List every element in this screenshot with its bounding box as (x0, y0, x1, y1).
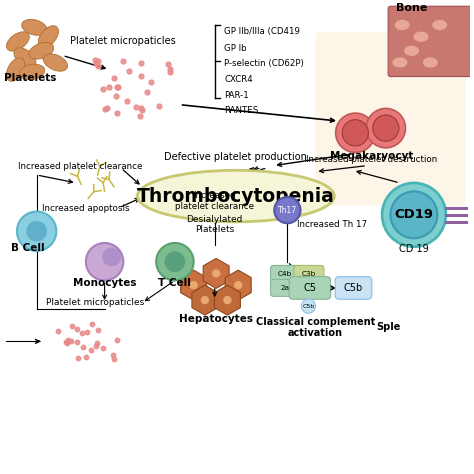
Text: Increased platelet clearance: Increased platelet clearance (18, 162, 142, 171)
Text: B Cell: B Cell (11, 243, 45, 254)
Circle shape (86, 243, 123, 281)
Polygon shape (192, 285, 218, 315)
Ellipse shape (413, 32, 428, 42)
Ellipse shape (395, 20, 410, 30)
FancyBboxPatch shape (289, 277, 330, 299)
Circle shape (336, 113, 375, 153)
FancyBboxPatch shape (294, 265, 324, 283)
Ellipse shape (19, 64, 45, 80)
Text: Th17: Th17 (278, 206, 297, 215)
Circle shape (366, 109, 406, 148)
Text: PAR-1: PAR-1 (224, 91, 249, 100)
Ellipse shape (404, 46, 419, 56)
Text: Increased
platelet clearance: Increased platelet clearance (175, 191, 254, 211)
FancyBboxPatch shape (271, 280, 300, 296)
Circle shape (212, 269, 220, 278)
Text: Increased apoptosis: Increased apoptosis (42, 204, 130, 213)
Ellipse shape (432, 20, 447, 30)
Ellipse shape (43, 54, 67, 71)
Ellipse shape (29, 43, 54, 59)
Text: CD 19: CD 19 (399, 244, 429, 255)
Text: CXCR4: CXCR4 (224, 75, 253, 84)
Ellipse shape (7, 32, 29, 51)
Text: Bone: Bone (396, 3, 427, 13)
Circle shape (156, 243, 194, 281)
Ellipse shape (137, 170, 334, 222)
FancyBboxPatch shape (388, 6, 473, 77)
Ellipse shape (38, 26, 58, 48)
Circle shape (274, 197, 301, 223)
FancyBboxPatch shape (335, 277, 372, 299)
Text: Platelets: Platelets (4, 73, 56, 83)
Circle shape (382, 183, 446, 246)
Ellipse shape (7, 58, 25, 82)
Circle shape (234, 281, 242, 289)
Text: Increased platelet destruction: Increased platelet destruction (306, 155, 438, 164)
Circle shape (301, 299, 316, 313)
Text: T Cell: T Cell (158, 278, 191, 288)
Text: C5: C5 (303, 283, 316, 293)
Text: P-selectin (CD62P): P-selectin (CD62P) (224, 59, 304, 68)
Text: 2a: 2a (281, 285, 290, 291)
Text: Platelet micropaticles: Platelet micropaticles (46, 298, 145, 307)
Circle shape (102, 247, 121, 266)
Circle shape (223, 296, 232, 304)
Circle shape (164, 251, 185, 272)
Ellipse shape (22, 19, 47, 36)
Text: GP Ib: GP Ib (224, 44, 247, 53)
Text: CD19: CD19 (394, 209, 433, 221)
Circle shape (373, 115, 399, 141)
Text: Desialylated
Platelets: Desialylated Platelets (187, 215, 243, 234)
Text: Sple: Sple (376, 322, 401, 332)
Ellipse shape (423, 57, 438, 68)
Text: Classical complement
activation: Classical complement activation (256, 317, 375, 338)
Text: C5b: C5b (302, 304, 315, 309)
Text: Megakaryocyt: Megakaryocyt (330, 151, 413, 161)
Text: Platelet micropaticles: Platelet micropaticles (71, 36, 176, 46)
Polygon shape (203, 258, 229, 288)
Text: GP IIb/IIIa (CD419: GP IIb/IIIa (CD419 (224, 27, 300, 36)
Polygon shape (181, 270, 207, 300)
Circle shape (27, 221, 47, 242)
Circle shape (201, 296, 209, 304)
Text: RANTES: RANTES (224, 106, 258, 115)
Circle shape (17, 211, 56, 251)
FancyBboxPatch shape (316, 32, 465, 205)
Text: Hepatocytes: Hepatocytes (179, 314, 253, 324)
Polygon shape (214, 285, 240, 315)
Text: C3b: C3b (302, 271, 316, 277)
Text: Thrombocytopenia: Thrombocytopenia (137, 187, 335, 206)
FancyBboxPatch shape (271, 265, 300, 283)
Text: Monocytes: Monocytes (73, 278, 137, 288)
Ellipse shape (392, 57, 407, 68)
Ellipse shape (14, 48, 36, 68)
Circle shape (342, 119, 368, 146)
Text: Defective platelet production: Defective platelet production (164, 152, 307, 162)
Circle shape (190, 281, 198, 289)
Text: C4b: C4b (278, 271, 292, 277)
Polygon shape (225, 270, 251, 300)
Text: Increased Th 17: Increased Th 17 (297, 219, 367, 228)
Text: C5b: C5b (344, 283, 363, 293)
Circle shape (391, 191, 438, 238)
